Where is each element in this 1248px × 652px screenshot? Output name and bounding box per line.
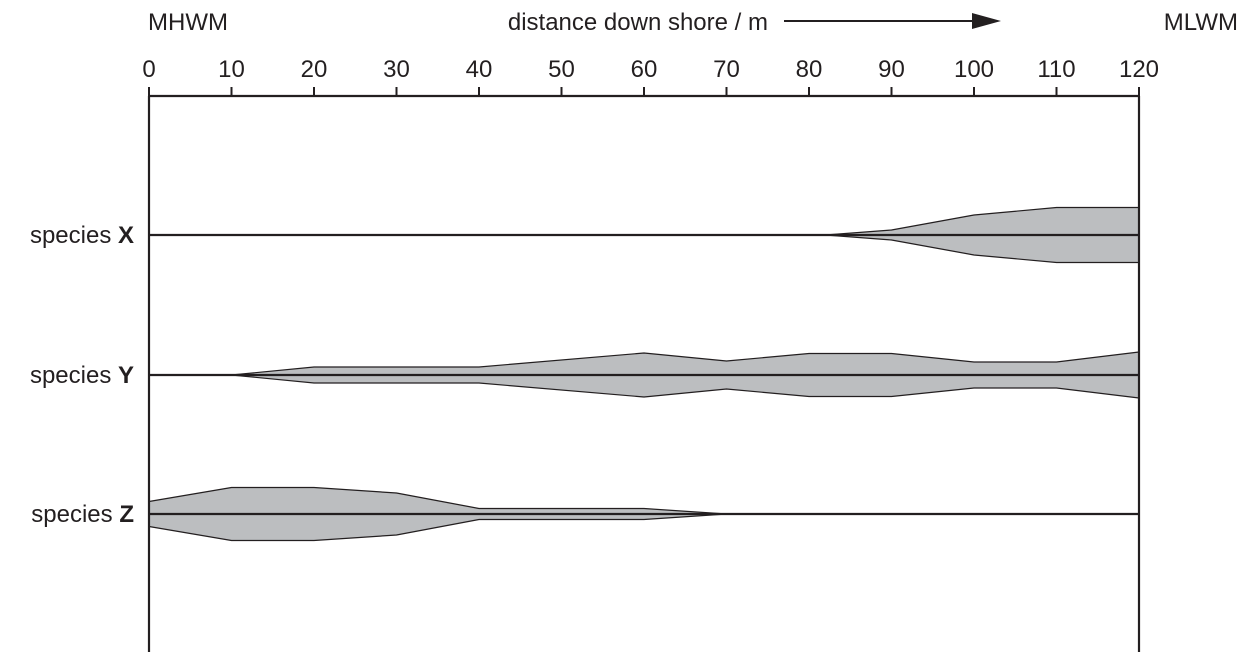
x-tick-label: 0 [142, 56, 155, 83]
direction-arrow [784, 13, 1001, 29]
x-tick-label: 20 [301, 56, 328, 83]
x-tick-label: 70 [713, 56, 740, 83]
x-tick-label: 40 [466, 56, 493, 83]
x-tick-label: 60 [631, 56, 658, 83]
mlwm-label: MLWM [1164, 9, 1238, 36]
x-tick-label: 80 [796, 56, 823, 83]
x-tick-label: 50 [548, 56, 575, 83]
x-axis-ticks: 0 10 20 30 40 50 60 70 80 90 100 110 120 [142, 56, 1159, 96]
axis-title: distance down shore / m [508, 9, 768, 36]
species-bands [148, 206, 1140, 542]
plot-frame [147, 94, 1141, 652]
x-tick-label: 10 [218, 56, 245, 83]
species-label-y: species Y [30, 362, 134, 389]
x-tick-label: 100 [954, 56, 994, 83]
x-tick-label: 120 [1119, 56, 1159, 83]
x-tick-label: 90 [878, 56, 905, 83]
x-tick-label: 30 [383, 56, 410, 83]
x-tick-label: 110 [1037, 56, 1075, 83]
species-label-x: species X [30, 222, 134, 249]
species-label-z: species Z [31, 501, 134, 528]
species-labels: species X species Y species Z [30, 222, 134, 528]
mhwm-label: MHWM [148, 9, 228, 36]
